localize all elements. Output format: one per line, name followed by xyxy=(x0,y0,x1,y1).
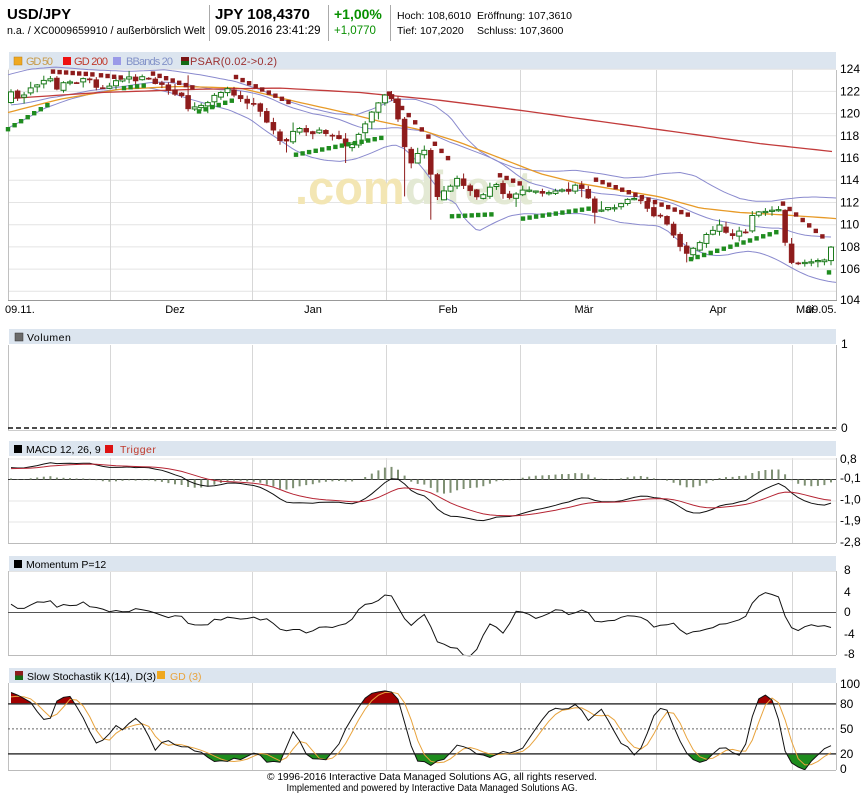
svg-text:Implemented and powered by Int: Implemented and powered by Interactive D… xyxy=(287,783,578,794)
svg-text:4: 4 xyxy=(844,585,851,599)
svg-text:1: 1 xyxy=(841,337,848,351)
svg-text:USD/JPY: USD/JPY xyxy=(7,6,71,23)
svg-text:Dez: Dez xyxy=(165,304,185,316)
svg-text:Eröffnung: 107,3610: Eröffnung: 107,3610 xyxy=(477,10,572,22)
svg-text:Hoch: 108,6010: Hoch: 108,6010 xyxy=(397,10,471,22)
svg-text:09.05.2016 23:41:29: 09.05.2016 23:41:29 xyxy=(215,25,321,37)
svg-text:112: 112 xyxy=(840,196,859,210)
svg-text:© 1996-2016 Interactive Data M: © 1996-2016 Interactive Data Managed Sol… xyxy=(267,772,597,783)
svg-text:Jan: Jan xyxy=(304,304,322,316)
svg-text:+1,00%: +1,00% xyxy=(334,6,382,22)
svg-text:Schluss: 107,3600: Schluss: 107,3600 xyxy=(477,25,564,37)
svg-text:Mai: Mai xyxy=(796,304,814,316)
svg-text:114: 114 xyxy=(840,173,859,187)
svg-text:Tief: 107,2020: Tief: 107,2020 xyxy=(397,25,464,37)
svg-text:0: 0 xyxy=(840,762,847,776)
svg-text:Trigger: Trigger xyxy=(120,444,156,456)
svg-text:GD 50: GD 50 xyxy=(26,56,53,68)
svg-text:+1,0770: +1,0770 xyxy=(334,25,376,37)
svg-text:50: 50 xyxy=(840,722,854,736)
svg-text:116: 116 xyxy=(840,151,859,165)
svg-text:104: 104 xyxy=(840,293,860,307)
svg-text:Slow Stochastik K(14), D(3): Slow Stochastik K(14), D(3) xyxy=(27,671,156,683)
svg-text:80: 80 xyxy=(840,697,854,711)
svg-text:GD (3): GD (3) xyxy=(170,671,202,683)
svg-text:-0,1: -0,1 xyxy=(840,471,861,485)
svg-text:09.05.: 09.05. xyxy=(806,304,837,316)
svg-text:n.a. / XC0009659910 / außerbör: n.a. / XC0009659910 / außerbörslich Welt xyxy=(7,25,205,37)
svg-text:Mär: Mär xyxy=(575,304,594,316)
svg-text:0,8: 0,8 xyxy=(840,452,857,466)
svg-text:Feb: Feb xyxy=(439,304,458,316)
svg-text:120: 120 xyxy=(840,107,860,121)
svg-text:MACD 12, 26, 9: MACD 12, 26, 9 xyxy=(26,444,101,456)
svg-text:-4: -4 xyxy=(844,627,855,641)
svg-text:110: 110 xyxy=(840,218,859,232)
svg-text:108: 108 xyxy=(840,240,860,254)
svg-text:Momentum P=12: Momentum P=12 xyxy=(26,559,106,571)
svg-text:-1,0: -1,0 xyxy=(840,493,861,507)
svg-text:106: 106 xyxy=(840,262,860,276)
svg-text:BBands 20: BBands 20 xyxy=(126,56,173,68)
svg-text:0: 0 xyxy=(841,421,848,435)
svg-text:Apr: Apr xyxy=(709,304,726,316)
svg-text:Volumen: Volumen xyxy=(27,332,71,344)
svg-text:100: 100 xyxy=(840,677,860,691)
svg-text:118: 118 xyxy=(840,129,859,143)
svg-text:20: 20 xyxy=(840,747,854,761)
svg-text:8: 8 xyxy=(844,563,851,577)
svg-text:.comdirect: .comdirect xyxy=(295,161,533,214)
svg-text:-2,8: -2,8 xyxy=(840,535,861,549)
svg-text:09.11.: 09.11. xyxy=(5,304,35,316)
svg-text:0: 0 xyxy=(844,605,851,619)
svg-text:JPY 108,4370: JPY 108,4370 xyxy=(215,6,310,23)
svg-text:PSAR(0.02->0.2): PSAR(0.02->0.2) xyxy=(190,56,277,68)
svg-text:GD 200: GD 200 xyxy=(74,56,108,68)
svg-text:-1,9: -1,9 xyxy=(840,514,861,528)
svg-text:122: 122 xyxy=(840,84,860,98)
svg-text:-8: -8 xyxy=(844,647,855,661)
svg-text:124: 124 xyxy=(840,62,860,76)
